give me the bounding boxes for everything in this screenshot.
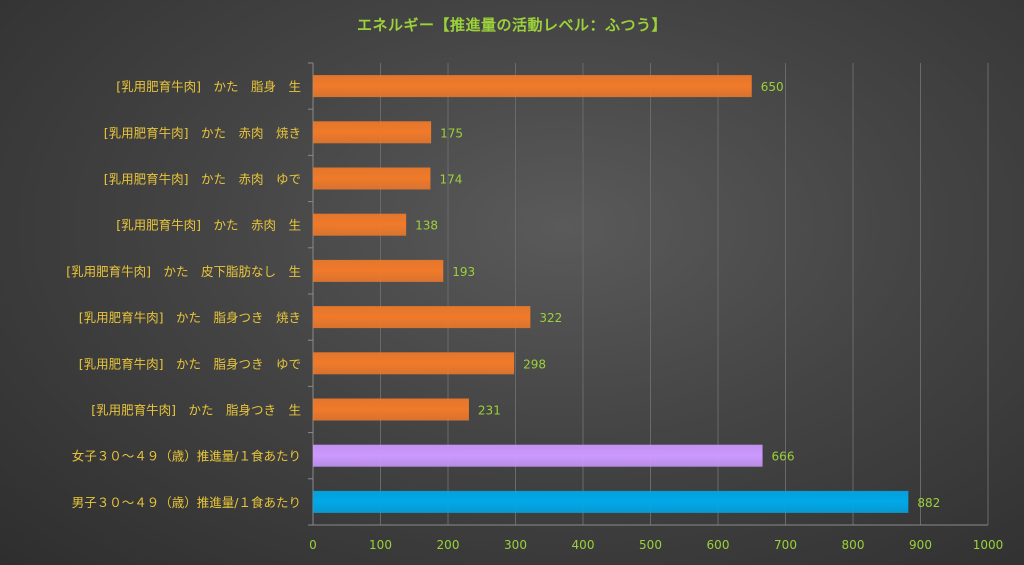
- value-label-9: 882: [917, 496, 940, 510]
- bar-7: [313, 398, 469, 421]
- x-tick-label-2: 200: [437, 538, 460, 552]
- value-label-7: 231: [478, 404, 501, 418]
- x-tick-label-6: 600: [707, 538, 730, 552]
- value-label-2: 174: [439, 173, 462, 187]
- value-label-1: 175: [440, 126, 463, 140]
- x-tick-label-5: 500: [639, 538, 662, 552]
- category-label-2: [乳用肥育牛肉] かた 赤肉 ゆで: [104, 172, 301, 187]
- bar-2: [313, 167, 431, 190]
- value-label-8: 666: [772, 450, 795, 464]
- x-tick-label-1: 100: [369, 538, 392, 552]
- category-label-0: [乳用肥育牛肉] かた 脂身 生: [116, 79, 301, 94]
- bar-3: [313, 213, 407, 236]
- value-label-6: 298: [523, 357, 546, 371]
- bar-6: [313, 352, 515, 375]
- category-label-8: 女子３０～４９（歳）推進量/１食あたり: [72, 449, 301, 464]
- x-tick-label-8: 800: [842, 538, 865, 552]
- x-tick-label-7: 700: [774, 538, 797, 552]
- category-label-4: [乳用肥育牛肉] かた 皮下脂肪なし 生: [66, 264, 301, 279]
- value-label-4: 193: [452, 265, 475, 279]
- bar-0: [313, 75, 752, 98]
- x-tick-label-4: 400: [572, 538, 595, 552]
- category-label-7: [乳用肥育牛肉] かた 脂身つき 生: [91, 403, 301, 418]
- bar-5: [313, 306, 531, 329]
- value-label-3: 138: [415, 219, 438, 233]
- category-label-1: [乳用肥育牛肉] かた 赤肉 焼き: [104, 125, 301, 140]
- value-label-0: 650: [761, 80, 784, 94]
- value-label-5: 322: [539, 311, 562, 325]
- category-label-3: [乳用肥育牛肉] かた 赤肉 生: [116, 218, 301, 233]
- x-tick-label-3: 300: [504, 538, 527, 552]
- bar-1: [313, 121, 432, 144]
- x-tick-label-10: 1000: [973, 538, 1004, 552]
- category-label-9: 男子３０～４９（歳）推進量/１食あたり: [72, 495, 301, 510]
- x-tick-label-9: 900: [909, 538, 932, 552]
- bar-9: [313, 490, 909, 513]
- category-label-6: [乳用肥育牛肉] かた 脂身つき ゆで: [79, 356, 301, 371]
- bar-4: [313, 259, 444, 282]
- bar-8: [313, 444, 763, 467]
- chart-title: エネルギー【推進量の活動レベル：ふつう】: [356, 16, 667, 34]
- x-tick-label-0: 0: [309, 538, 317, 552]
- category-label-5: [乳用肥育牛肉] かた 脂身つき 焼き: [79, 310, 301, 325]
